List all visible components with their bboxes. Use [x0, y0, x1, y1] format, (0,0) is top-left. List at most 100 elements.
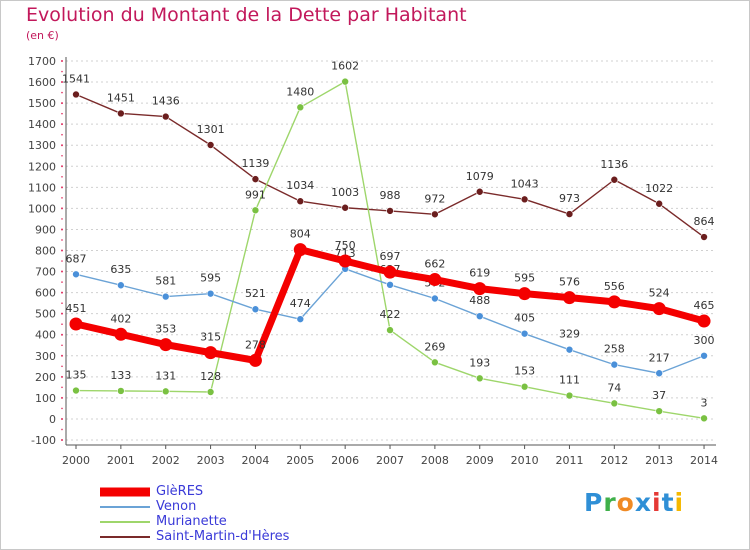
data-point — [473, 282, 487, 296]
x-tick-label: 2008 — [421, 454, 449, 467]
data-point — [431, 210, 439, 219]
legend-swatch — [100, 487, 150, 496]
data-point — [386, 207, 394, 215]
y-minor-tick — [61, 323, 63, 325]
data-label: 37 — [652, 389, 666, 402]
x-tick-label: 2013 — [645, 454, 673, 467]
data-point — [206, 141, 215, 149]
data-point — [607, 295, 621, 309]
data-point — [610, 399, 619, 408]
x-tick-label: 2009 — [466, 454, 494, 467]
data-label: 972 — [424, 192, 445, 205]
y-tick-label: 300 — [35, 350, 56, 363]
data-point — [117, 387, 125, 395]
data-point — [72, 90, 80, 99]
data-point — [341, 203, 349, 212]
data-point — [296, 103, 305, 112]
legend-item: Saint-Martin-d'Hères — [100, 529, 400, 544]
data-label: 576 — [559, 276, 580, 289]
y-minor-tick — [61, 365, 63, 368]
y-tick-label: 900 — [35, 223, 56, 236]
data-label: 315 — [200, 331, 221, 344]
data-point — [431, 294, 439, 303]
y-tick-label: 1100 — [28, 181, 56, 194]
data-label: 422 — [380, 308, 401, 321]
y-minor-tick — [61, 112, 63, 115]
logo-letter: r — [603, 488, 617, 517]
data-point — [296, 197, 305, 206]
data-label: 488 — [469, 294, 490, 307]
y-tick-mark — [61, 123, 63, 126]
legend-item: Venon — [100, 499, 400, 514]
data-label: 300 — [694, 334, 715, 347]
chart-title: Evolution du Montant de la Dette par Hab… — [26, 4, 467, 26]
y-tick-label: 700 — [35, 266, 56, 279]
data-point — [655, 369, 663, 378]
x-tick-label: 2005 — [286, 454, 314, 467]
data-point — [655, 407, 663, 415]
data-label: 131 — [155, 369, 176, 382]
y-tick-mark — [61, 186, 63, 189]
data-label: 258 — [604, 343, 625, 356]
data-label: 474 — [290, 297, 311, 310]
data-point — [161, 387, 170, 396]
y-tick-mark — [61, 102, 63, 105]
data-point — [520, 382, 529, 391]
y-tick-mark — [61, 60, 63, 62]
y-minor-tick — [61, 154, 63, 157]
y-minor-tick — [61, 281, 63, 283]
logo-letter: i — [652, 488, 662, 517]
data-label: 581 — [155, 275, 176, 288]
data-label: 353 — [155, 323, 176, 336]
logo-letter: P — [584, 488, 604, 517]
y-tick-mark — [61, 207, 63, 210]
legend: GlèRES Venon Murianette Saint-Martin-d'Hère… — [100, 484, 400, 544]
y-tick-label: 1300 — [28, 139, 56, 152]
data-point — [697, 314, 711, 328]
y-minor-tick — [61, 428, 63, 431]
data-label: 804 — [290, 228, 311, 241]
data-label: 465 — [694, 299, 715, 312]
y-tick-mark — [61, 354, 63, 357]
y-tick-mark — [61, 375, 63, 378]
y-minor-tick — [61, 407, 63, 410]
data-label: 74 — [607, 381, 621, 394]
data-point — [518, 287, 532, 301]
data-point — [520, 195, 529, 204]
data-label: 1451 — [107, 91, 135, 104]
data-point — [159, 338, 173, 352]
data-label: 521 — [245, 287, 266, 300]
logo-letter: x — [634, 488, 652, 517]
data-label: 1602 — [331, 60, 359, 73]
y-tick-label: -100 — [31, 434, 56, 447]
y-tick-mark — [61, 144, 63, 147]
data-point — [117, 109, 125, 118]
data-label: 111 — [559, 374, 580, 387]
y-minor-tick — [61, 133, 63, 136]
data-label: 619 — [469, 267, 490, 280]
data-point — [204, 346, 218, 360]
data-point — [562, 291, 576, 305]
y-tick-label: 1400 — [28, 118, 56, 131]
y-tick-label: 1200 — [28, 160, 56, 173]
data-label: 135 — [66, 369, 87, 382]
data-point — [72, 270, 80, 279]
y-tick-label: 200 — [35, 371, 56, 384]
data-point — [206, 289, 215, 298]
y-minor-tick — [61, 386, 63, 389]
data-label: 662 — [424, 258, 445, 271]
data-label: 1022 — [645, 182, 673, 195]
y-tick-label: 1700 — [28, 55, 56, 68]
y-tick-label: 100 — [35, 392, 56, 405]
data-label: 193 — [469, 356, 490, 369]
data-point — [475, 374, 484, 383]
data-point — [338, 254, 352, 268]
y-minor-tick — [61, 260, 63, 262]
data-point — [293, 243, 307, 257]
x-tick-label: 2004 — [241, 454, 269, 467]
data-point — [251, 305, 260, 314]
legend-label: GlèRES — [156, 484, 204, 499]
data-point — [655, 199, 663, 208]
data-point — [386, 281, 394, 289]
